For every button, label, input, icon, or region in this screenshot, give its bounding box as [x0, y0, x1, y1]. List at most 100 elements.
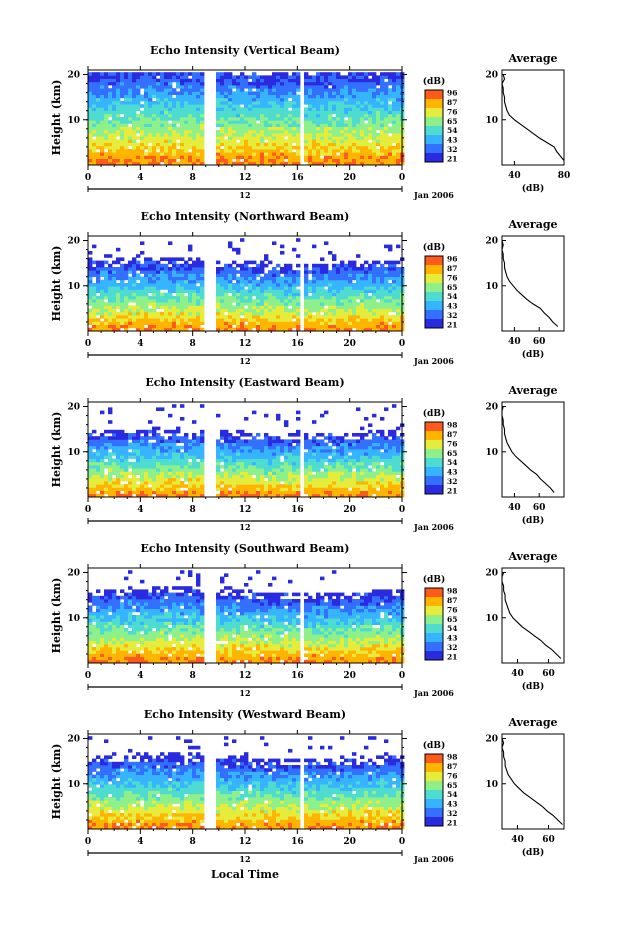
heatmap-cell — [360, 97, 365, 102]
heatmap-cell — [200, 442, 205, 447]
heatmap-cell — [244, 452, 249, 456]
heatmap-cell — [164, 120, 169, 124]
heatmap-cell — [192, 321, 197, 325]
heatmap-cell — [184, 283, 189, 287]
heatmap-cell — [272, 75, 277, 79]
heatmap-cell — [108, 104, 113, 108]
heatmap-cell — [96, 445, 101, 450]
heatmap-cell — [244, 107, 249, 111]
heatmap-cell — [360, 318, 365, 322]
heatmap-cell — [356, 78, 361, 83]
heatmap-cell — [104, 295, 109, 300]
heatmap-cell — [144, 104, 149, 108]
heatmap-cell — [260, 468, 265, 472]
heatmap-cell — [192, 117, 197, 121]
heatmap-cell — [360, 302, 365, 306]
heatmap-cell — [332, 81, 337, 86]
heatmap-cell — [108, 286, 113, 290]
heatmap-cell — [224, 299, 229, 303]
heatmap-cell — [240, 458, 245, 463]
heatmap-cell — [260, 318, 265, 322]
heatmap-cell — [272, 324, 277, 329]
heatmap-cell — [248, 94, 253, 99]
heatmap-cell — [388, 81, 393, 86]
heatmap-cell — [136, 452, 141, 456]
heatmap-cell — [316, 97, 321, 102]
heatmap-cell — [372, 318, 377, 322]
heatmap-cell — [228, 458, 233, 463]
heatmap-cell — [304, 283, 309, 287]
heatmap-cell — [236, 123, 241, 127]
heatmap-cell — [108, 429, 113, 434]
heatmap-cell — [288, 433, 293, 437]
heatmap-cell — [124, 136, 129, 140]
heatmap-cell — [164, 474, 169, 479]
heatmap-cell — [192, 283, 197, 287]
heatmap-cell — [364, 117, 369, 121]
heatmap-cell — [268, 468, 273, 472]
heatmap-cell — [368, 136, 373, 140]
heatmap-cell — [368, 311, 373, 316]
heatmap-cell — [132, 477, 137, 482]
heatmap-cell — [292, 289, 297, 293]
heatmap-cell — [244, 145, 249, 150]
heatmap-cell — [160, 283, 165, 287]
heatmap-cell — [332, 101, 337, 105]
heatmap-cell — [184, 458, 189, 463]
heatmap-cell — [356, 139, 361, 143]
heatmap-cell — [124, 318, 129, 322]
heatmap-cell — [336, 484, 341, 488]
heatmap-cell — [296, 295, 301, 300]
heatmap-cell — [228, 289, 233, 293]
heatmap-cell — [268, 445, 273, 450]
heatmap-cell — [192, 289, 197, 293]
heatmap-cell — [276, 477, 281, 482]
heatmap-cell — [340, 155, 345, 159]
heatmap-cell — [304, 72, 309, 76]
heatmap-cell — [264, 133, 269, 137]
heatmap-cell — [196, 72, 201, 76]
heatmap-cell — [168, 299, 173, 303]
heatmap-cell — [248, 455, 253, 459]
heatmap-cell — [200, 113, 205, 118]
heatmap-cell — [196, 155, 201, 159]
heatmap-cell — [128, 260, 133, 265]
heatmap-cell — [164, 276, 169, 281]
heatmap-cell — [256, 458, 261, 463]
heatmap-cell — [140, 110, 145, 115]
heatmap-cell — [116, 465, 121, 469]
heatmap-cell — [156, 260, 161, 265]
heatmap-cell — [172, 295, 177, 300]
heatmap-cell — [396, 101, 401, 105]
heatmap-cell — [296, 458, 301, 463]
heatmap-cell — [308, 97, 313, 102]
heatmap-cell — [272, 78, 277, 83]
heatmap-cell — [192, 136, 197, 140]
heatmap-cell — [368, 133, 373, 137]
heatmap-cell — [332, 110, 337, 115]
heatmap-cell — [244, 123, 249, 127]
heatmap-cell — [384, 88, 389, 92]
heatmap-cell — [324, 75, 329, 79]
heatmap-cell — [132, 286, 137, 290]
heatmap-cell — [168, 279, 173, 284]
heatmap-cell — [180, 474, 185, 479]
heatmap-cell — [388, 247, 393, 252]
heatmap-cell — [156, 286, 161, 290]
heatmap-cell — [156, 458, 161, 463]
heatmap-cell — [104, 324, 109, 329]
heatmap-cell — [304, 292, 309, 297]
heatmap-cell — [396, 308, 401, 313]
heatmap-cell — [244, 129, 249, 134]
heatmap-cell — [320, 273, 325, 277]
heatmap-cell — [260, 117, 265, 121]
heatmap-cell — [296, 117, 301, 121]
heatmap-cell — [236, 445, 241, 450]
heatmap-cell — [308, 161, 313, 166]
heatmap-cell — [388, 129, 393, 134]
heatmap-cell — [196, 286, 201, 290]
heatmap-cell — [196, 78, 201, 83]
heatmap-cell — [136, 493, 141, 498]
heatmap-cell — [104, 308, 109, 313]
heatmap-cell — [104, 445, 109, 450]
